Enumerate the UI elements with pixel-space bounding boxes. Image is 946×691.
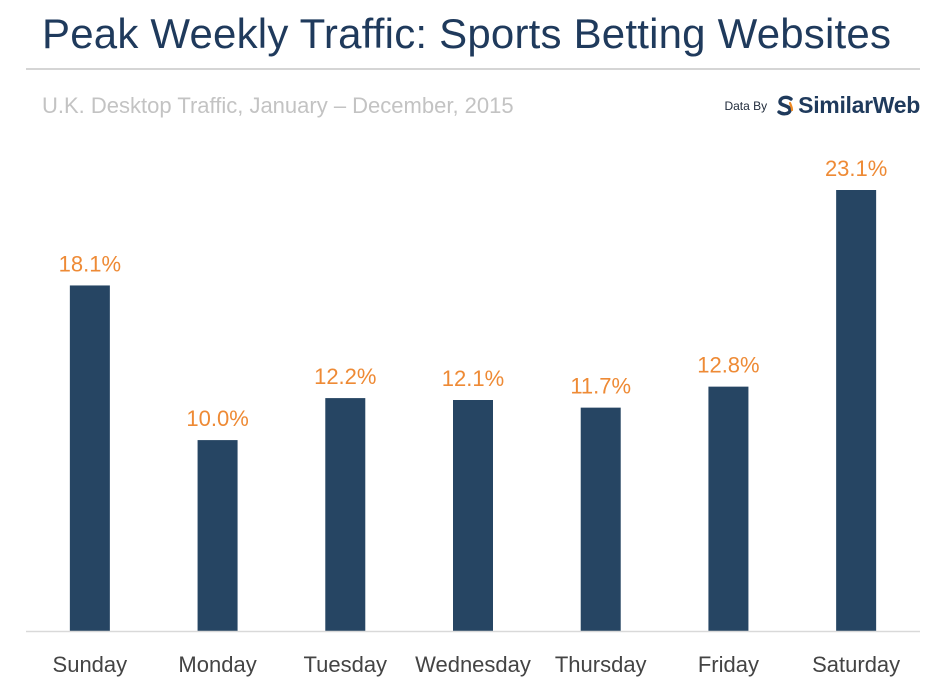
x-tick-label: Saturday xyxy=(812,652,900,677)
value-label: 12.1% xyxy=(442,366,504,391)
bar-wednesday xyxy=(453,400,493,631)
x-tick-label: Thursday xyxy=(555,652,647,677)
bar-saturday xyxy=(836,190,877,631)
bar-friday xyxy=(708,386,749,631)
bar-tuesday xyxy=(325,398,366,631)
similarweb-s-logo-icon xyxy=(777,95,794,115)
x-tick-label: Sunday xyxy=(53,652,128,677)
title-divider xyxy=(26,68,920,70)
x-tick-label: Tuesday xyxy=(303,652,387,677)
x-tick-label: Friday xyxy=(698,652,759,677)
value-label: 11.7% xyxy=(570,374,631,399)
data-credit: Data By SimilarWeb xyxy=(724,92,920,119)
value-label: 18.1% xyxy=(59,251,121,276)
value-label: 10.0% xyxy=(186,406,248,431)
credit-prefix: Data By xyxy=(724,98,768,113)
bar-sunday xyxy=(69,285,110,631)
bar-monday xyxy=(197,440,238,631)
bar-thursday xyxy=(580,407,621,631)
value-label: 23.1% xyxy=(825,156,887,181)
value-label: 12.8% xyxy=(697,353,759,378)
x-tick-label: Monday xyxy=(178,652,256,677)
chart-title: Peak Weekly Traffic: Sports Betting Webs… xyxy=(42,10,892,57)
x-tick-label: Wednesday xyxy=(415,652,531,677)
credit-brand: SimilarWeb xyxy=(798,92,920,118)
chart-subtitle: U.K. Desktop Traffic, January – December… xyxy=(42,93,514,118)
value-label: 12.2% xyxy=(314,364,376,389)
